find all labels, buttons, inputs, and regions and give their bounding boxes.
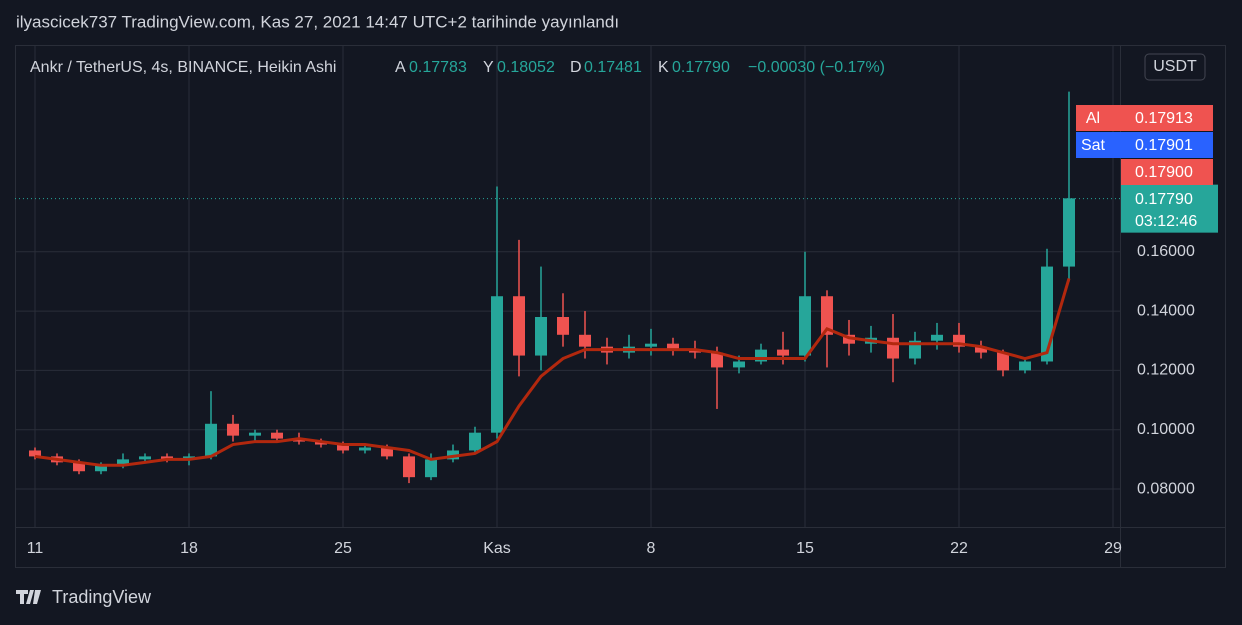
countdown: 03:12:46 (1135, 213, 1197, 230)
last-price: 0.17790 (1135, 191, 1193, 208)
moving-average (34, 278, 1071, 467)
tag-name: Al (1086, 110, 1100, 127)
legend-key: D (570, 59, 582, 76)
brand: TradingView (52, 587, 152, 607)
candle-body (381, 447, 393, 457)
tag-name-box (1076, 132, 1121, 158)
currency-button[interactable] (1144, 53, 1206, 81)
legend-key: A (395, 59, 406, 76)
candle-body (667, 343, 679, 350)
symbol: Ankr / TetherUS, 4s, BINANCE, Heikin Ash… (30, 59, 336, 76)
candle-body (711, 352, 723, 368)
candle-body (73, 462, 85, 472)
candle-body (271, 432, 283, 439)
y-tick-label: 0.12000 (1137, 362, 1195, 379)
candle-body (337, 444, 349, 451)
x-tick-label: 15 (796, 540, 814, 557)
tag-name: Sat (1081, 137, 1106, 154)
candle-body (733, 361, 745, 368)
y-tick-label: 0.10000 (1137, 421, 1195, 438)
legend-key: K (658, 59, 669, 76)
logo: TradingView (16, 587, 152, 607)
price-tag (1121, 159, 1213, 185)
candle-body (821, 296, 833, 335)
candle-body (403, 456, 415, 478)
candle-body (777, 349, 789, 356)
logo-icon (16, 590, 41, 604)
candle-body (645, 343, 657, 347)
price-tag-label: 0.17901 (1135, 137, 1193, 154)
x-tick-label: 29 (1104, 540, 1122, 557)
candle-body (491, 296, 503, 433)
candle-body (1041, 266, 1053, 362)
x-tick-label: 11 (27, 540, 44, 557)
price-tag-label: 0.17900 (1135, 164, 1193, 181)
x-tick-label: 8 (647, 540, 656, 557)
candle-body (799, 296, 811, 356)
candle-body (469, 432, 481, 451)
candle-body (1063, 198, 1075, 267)
legend-key: Y (483, 59, 494, 76)
candle-body (931, 334, 943, 341)
legend-value: 0.18052 (497, 59, 555, 76)
y-tick-label: 0.14000 (1137, 302, 1195, 319)
candle-body (249, 432, 261, 436)
candle-body (1019, 361, 1031, 371)
candle-body (117, 459, 129, 466)
y-tick-label: 0.08000 (1137, 480, 1195, 497)
x-tick-label: 18 (180, 540, 198, 557)
y-tick-label: 0.16000 (1137, 243, 1195, 260)
x-tick-label: 22 (950, 540, 968, 557)
candle-body (205, 423, 217, 457)
candle-body (29, 450, 41, 457)
currency[interactable]: USDT (1153, 58, 1197, 75)
price-tag (1121, 132, 1213, 158)
candle-body (95, 465, 107, 472)
tag-name-box (1076, 105, 1121, 131)
candle-body (755, 349, 767, 362)
price-tag (1121, 105, 1213, 131)
chart-frame (15, 45, 1226, 568)
header-title: ilyascicek737 TradingView.com, Kas 27, 2… (16, 12, 619, 31)
candle-body (953, 334, 965, 347)
change: −0.00030 (−0.17%) (748, 59, 885, 76)
candle-body (975, 346, 987, 353)
candle-body (997, 352, 1009, 371)
candle-body (535, 316, 547, 356)
candle-body (227, 423, 239, 436)
candle-body (513, 296, 525, 356)
candle-body (425, 459, 437, 478)
candle-body (359, 447, 371, 451)
candle-body (887, 337, 899, 359)
legend-value: 0.17783 (409, 59, 467, 76)
x-tick-label: 25 (334, 540, 352, 557)
candle-body (139, 456, 151, 460)
legend-value: 0.17481 (584, 59, 642, 76)
x-tick-label: Kas (483, 540, 511, 557)
last-price-tag (1121, 184, 1218, 233)
candle-body (579, 334, 591, 347)
candle-body (557, 316, 569, 335)
legend-value: 0.17790 (672, 59, 730, 76)
price-tag-label: 0.17913 (1135, 110, 1193, 127)
